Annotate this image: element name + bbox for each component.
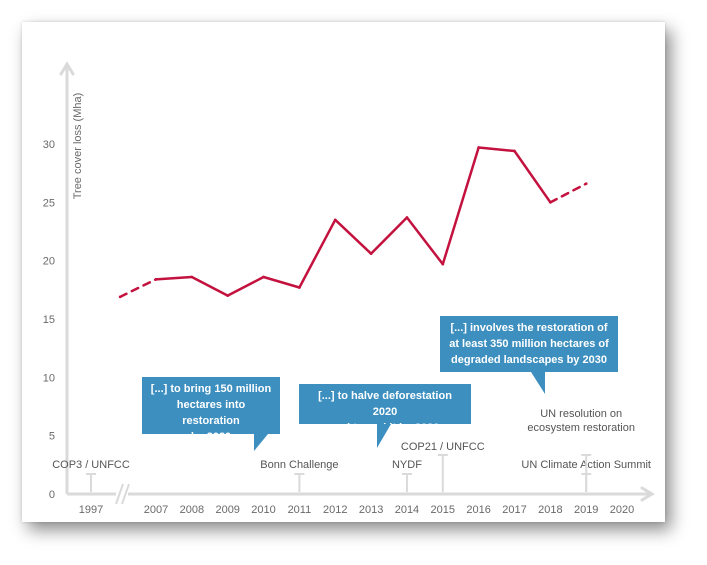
y-tick-label: 25 (43, 197, 55, 209)
data-point (513, 149, 516, 153)
x-tick-label: 2018 (538, 504, 562, 516)
x-tick-label: 2014 (395, 504, 419, 516)
y-tick-label: 5 (49, 431, 55, 443)
data-point (549, 201, 552, 204)
event-label: NYDF (392, 459, 422, 471)
data-point (190, 275, 194, 279)
event-marker (401, 473, 412, 492)
event-label: COP21 / UNFCC (401, 441, 485, 453)
data-point (333, 218, 337, 222)
x-axis-arrow (640, 486, 655, 502)
series-segment (369, 216, 409, 255)
x-tick-label: 2009 (215, 504, 239, 516)
callout-line: [...] to halve deforestation 2020 (318, 390, 452, 418)
series-segment (549, 182, 588, 204)
tree-cover-loss-chart: 0 5 10 15 20 25 30 Tree cover loss (Mha) 1997 200… (43, 61, 655, 516)
data-point (262, 275, 265, 279)
event-marker (581, 454, 592, 492)
callout-un-resolution: [...] involves the restoration of at lea… (440, 316, 618, 372)
x-tick-label: 2016 (466, 504, 490, 516)
y-tick-label: 20 (43, 256, 55, 268)
axis-break-mark (121, 483, 130, 505)
series-segment (441, 146, 480, 266)
axis-break-mark (115, 483, 124, 505)
callout-line: [...] involves the restoration of (450, 322, 608, 334)
data-point (584, 182, 588, 185)
callout-pointer (254, 434, 268, 451)
data-point (226, 294, 229, 297)
y-axis-title: Tree cover loss (Mha) (72, 93, 84, 200)
event-label: UN resolution on (540, 408, 622, 420)
chart-card: 0 5 10 15 20 25 30 Tree cover loss (Mha) 1997 200… (22, 22, 665, 522)
x-tick-label: 2019 (574, 504, 598, 516)
x-tick-label: 2012 (323, 504, 347, 516)
event-label: ecosystem restoration (527, 422, 635, 434)
data-point (118, 295, 122, 299)
series-segment (154, 275, 194, 281)
event-label: Bonn Challenge (260, 459, 338, 471)
series-segment (190, 275, 229, 297)
callout-pointer (377, 424, 391, 448)
y-tick-label: 10 (43, 372, 55, 384)
data-point (369, 252, 373, 255)
event-label: COP3 / UNFCC (52, 459, 130, 471)
data-point (154, 278, 158, 281)
series-segment (334, 218, 373, 255)
series-segment (477, 146, 516, 153)
data-point (405, 216, 409, 219)
callout-line: hectares into restoration (176, 399, 246, 427)
x-tick-label: 1997 (79, 504, 103, 516)
callout-pointer (531, 372, 545, 394)
event-marker (294, 473, 305, 492)
callout-bonn-challenge: [...] to bring 150 million hectares into… (142, 377, 280, 443)
x-tick-label: 2007 (144, 504, 168, 516)
x-tick-label: 2013 (359, 504, 383, 516)
series-segment (513, 149, 552, 204)
callout-line: degraded landscapes by 2030 (451, 354, 607, 366)
series-segment (405, 216, 445, 266)
x-tick-label: 2015 (431, 504, 455, 516)
callout-line: by 2020 (190, 431, 232, 443)
series-segment (262, 275, 301, 289)
event-marker (437, 454, 448, 492)
y-tick-label: 30 (43, 139, 55, 151)
callout-line: [...] to bring 150 million (150, 383, 272, 395)
data-point (477, 146, 480, 149)
event-marker (86, 473, 96, 492)
x-tick-label: 2010 (251, 504, 275, 516)
callout-nydf: [...] to halve deforestation 2020 and to… (299, 384, 471, 434)
x-tick-label: 2017 (502, 504, 526, 516)
y-tick-label: 15 (43, 314, 55, 326)
x-tick-label: 2011 (288, 504, 312, 516)
series-segment (226, 275, 265, 297)
callout-line: at least 350 million hectares of (449, 338, 609, 350)
y-axis-arrow (59, 61, 75, 76)
series-segment (118, 278, 158, 299)
data-point (441, 262, 445, 266)
data-point (298, 286, 301, 289)
x-tick-label: 2008 (180, 504, 204, 516)
y-tick-label: 0 (49, 489, 55, 501)
series-segment (298, 218, 337, 289)
x-tick-label: 2020 (610, 504, 634, 516)
